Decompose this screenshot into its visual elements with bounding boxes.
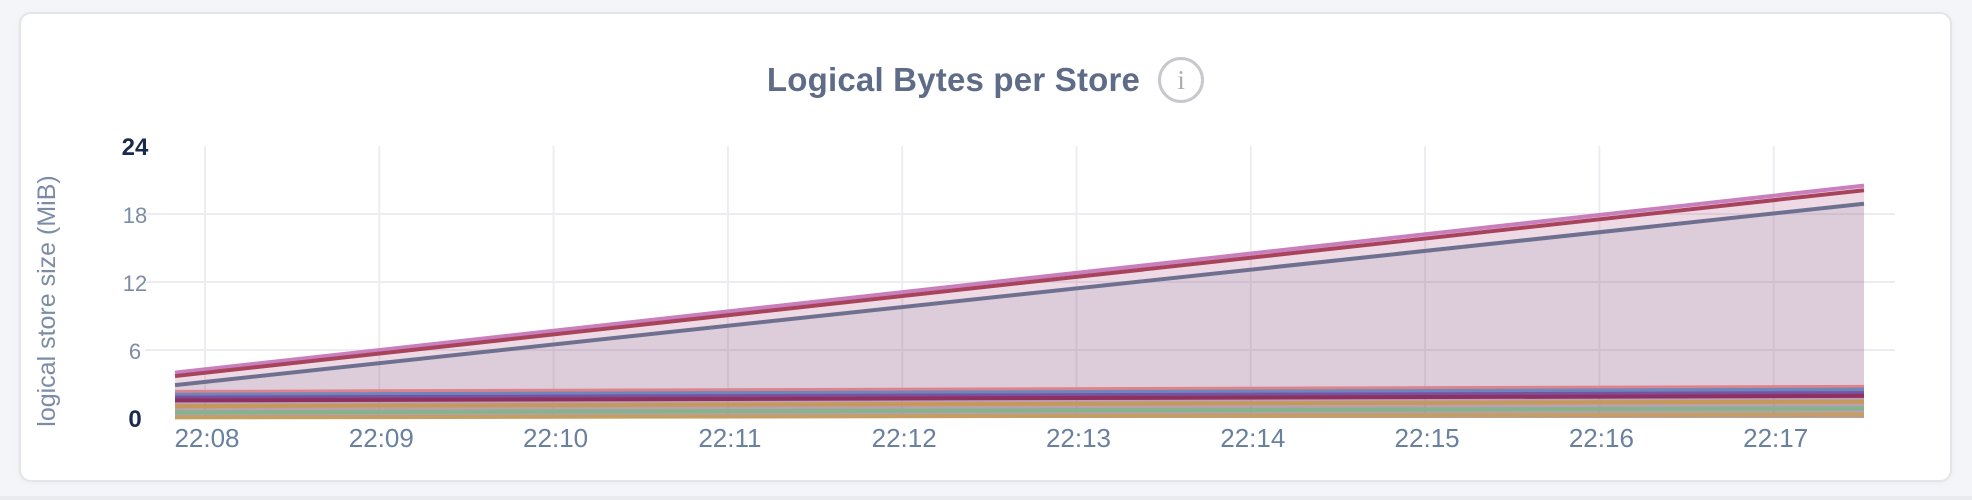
x-tick-label: 22:16 (1568, 423, 1634, 453)
store-crimson-line (174, 188, 1865, 379)
y-tick-label: 12 (122, 271, 148, 296)
y-tick-label: 0 (128, 406, 142, 433)
store-gold-line (174, 399, 1865, 409)
x-tick-label: 22:17 (1743, 423, 1809, 453)
y-tick-label: 18 (122, 203, 148, 228)
store-purple-line (174, 391, 1865, 400)
chart-title: Logical Bytes per Store (766, 61, 1141, 98)
store-salmon-line (174, 384, 1865, 394)
store-slate-line (174, 201, 1865, 388)
x-tick-label: 22:15 (1394, 423, 1460, 453)
store-slate-area (175, 203, 1864, 418)
store-tan-line (174, 412, 1865, 420)
store-orchid-area (175, 185, 1864, 418)
info-icon[interactable]: i (1158, 57, 1205, 103)
x-tick-label: 22:09 (348, 423, 414, 453)
y-tick-label: 24 (121, 134, 149, 161)
store-blue-line (174, 387, 1865, 397)
x-tick-label: 22:14 (1220, 423, 1286, 453)
info-icon-glyph: i (1177, 64, 1185, 95)
x-tick-label: 22:11 (698, 423, 762, 453)
x-tick-label: 22:08 (174, 423, 240, 453)
x-tick-label: 22:12 (871, 423, 937, 453)
chart-header: Logical Bytes per Store i (21, 54, 1950, 106)
y-tick-label: 6 (128, 339, 142, 364)
store-orchid-line (174, 183, 1865, 375)
x-tick-label: 22:13 (1045, 423, 1112, 453)
store-maroon-line (174, 393, 1865, 403)
store-green-line (174, 406, 1865, 415)
next-card-top-edge (0, 496, 1972, 500)
x-tick-label: 22:10 (523, 423, 589, 453)
